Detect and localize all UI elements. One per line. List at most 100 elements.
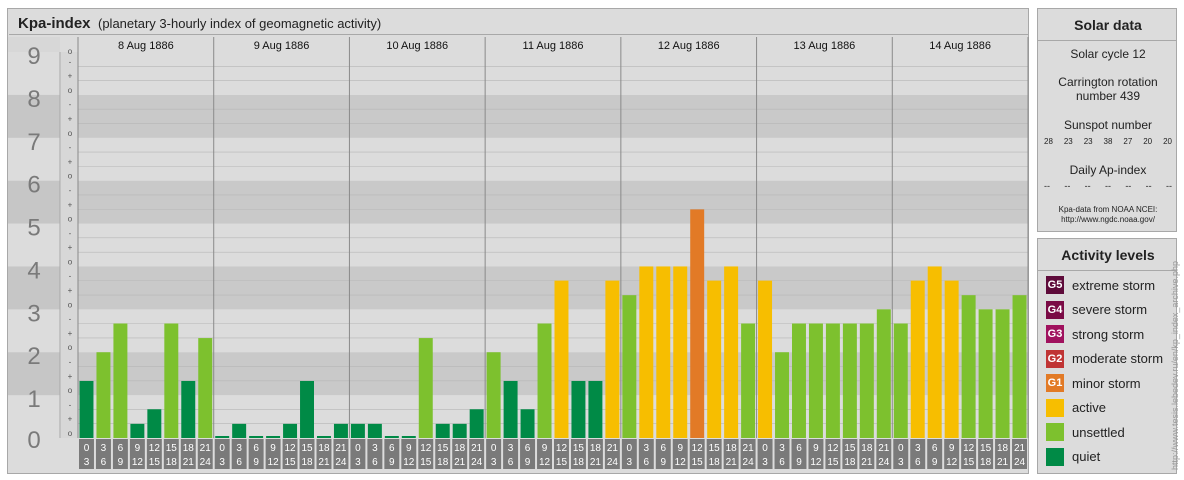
time-cell <box>333 439 349 469</box>
time-start-label: 15 <box>980 443 992 454</box>
time-start-label: 18 <box>454 443 466 454</box>
time-cell <box>163 439 179 469</box>
y-tick-label: 8 <box>27 86 40 113</box>
time-start-label: 9 <box>949 443 955 454</box>
time-end-label: 24 <box>1014 457 1026 468</box>
time-end-label: 9 <box>796 457 802 468</box>
time-start-label: 3 <box>644 443 650 454</box>
chart-title: Kpa-index <box>18 15 91 32</box>
time-cell <box>944 439 960 469</box>
kp-bar <box>859 323 874 438</box>
kp-bar <box>605 280 620 438</box>
solar-cycle: Solar cycle 12 <box>1070 47 1146 61</box>
kp-bar <box>995 309 1010 438</box>
time-cell <box>384 439 400 469</box>
time-start-label: 18 <box>726 443 738 454</box>
sunspot-value: 20 <box>1163 137 1172 146</box>
time-end-label: 12 <box>268 457 280 468</box>
y-subtick-label: + <box>68 415 73 424</box>
chart-header: Kpa-index (planetary 3-hourly index of g… <box>9 9 1028 35</box>
time-cell <box>537 439 552 469</box>
ap-title: Daily Ap-index <box>1069 163 1147 177</box>
time-end-label: 9 <box>118 457 124 468</box>
time-cell <box>621 439 637 469</box>
kp-band <box>78 94 1028 138</box>
legend-label: active <box>1072 400 1106 415</box>
y-subtick-label: - <box>69 57 72 66</box>
day-label: 14 Aug 1886 <box>929 40 991 52</box>
legend-item-unsettled: unsettled <box>1046 422 1125 442</box>
y-axis-band <box>8 352 60 396</box>
kp-bar <box>317 436 331 438</box>
time-cell <box>961 439 977 469</box>
time-end-label: 3 <box>219 457 225 468</box>
y-axis-band <box>8 266 60 310</box>
time-cell <box>655 439 671 469</box>
legend-label: extreme storm <box>1072 277 1156 293</box>
legend-label: quiet <box>1072 449 1101 464</box>
y-subtick-label: - <box>69 100 72 109</box>
watermark: http://www.tesis.lebedev.ru/en/kp_index_… <box>1170 261 1180 470</box>
kp-bar <box>741 323 756 438</box>
time-cell <box>740 439 756 469</box>
time-end-label: 6 <box>236 457 242 468</box>
legend-item-minor-storm: G1 minor storm <box>1046 373 1141 393</box>
kp-bar <box>452 423 467 438</box>
time-end-label: 18 <box>301 457 313 468</box>
y-subtick-label: + <box>68 372 73 381</box>
solar-data-title: Solar data <box>1074 17 1142 33</box>
carrington-number: number 439 <box>1075 89 1141 103</box>
y-subtick-label: - <box>69 143 72 152</box>
y-subtick-label: o <box>68 172 73 181</box>
time-cell <box>672 439 688 469</box>
kp-bar <box>79 380 94 438</box>
legend-swatch: G5 <box>1046 276 1064 294</box>
y-axis-band <box>8 309 60 353</box>
divider <box>1038 40 1176 41</box>
time-cell <box>282 439 298 469</box>
ap-value: -- <box>1084 181 1091 191</box>
time-start-label: 15 <box>437 443 449 454</box>
y-tick-label: 5 <box>27 215 40 242</box>
time-start-label: 15 <box>709 443 721 454</box>
solar-data-panel: Solar data Solar cycle 12 Carrington rot… <box>1037 8 1177 232</box>
y-axis-band <box>8 223 60 267</box>
y-subtick-label: + <box>68 157 73 166</box>
y-subtick-label: o <box>68 300 73 309</box>
time-end-label: 18 <box>709 457 721 468</box>
time-end-label: 3 <box>762 457 768 468</box>
time-start-label: 9 <box>677 443 683 454</box>
time-cell <box>825 439 841 469</box>
time-start-label: 12 <box>827 443 839 454</box>
time-cell <box>774 439 790 469</box>
time-cell <box>995 439 1011 469</box>
time-end-label: 21 <box>726 457 738 468</box>
time-start-label: 6 <box>389 443 395 454</box>
time-cell <box>248 439 264 469</box>
time-cell <box>859 439 875 469</box>
y-tick-label: 2 <box>27 343 40 370</box>
kp-bar <box>266 436 281 438</box>
time-end-label: 24 <box>607 457 619 468</box>
legend-label: moderate storm <box>1072 351 1164 366</box>
time-start-label: 3 <box>236 443 242 454</box>
day-label: 13 Aug 1886 <box>794 40 856 52</box>
ap-value: -- <box>1044 181 1050 191</box>
time-start-label: 3 <box>779 443 785 454</box>
kp-bar <box>673 266 688 438</box>
y-tick-label: 9 <box>27 43 40 70</box>
time-end-label: 9 <box>660 457 666 468</box>
sunspot-value: 23 <box>1083 137 1093 146</box>
time-start-label: 3 <box>915 443 921 454</box>
time-start-label: 0 <box>762 443 768 454</box>
y-subtick-label: + <box>68 329 73 338</box>
kp-band <box>78 266 1028 310</box>
y-axis-band <box>8 137 60 181</box>
ap-value: -- <box>1064 181 1071 191</box>
time-start-label: 18 <box>997 443 1009 454</box>
ap-values: -- -- -- -- -- -- -- <box>1044 181 1172 191</box>
y-subtick-label: o <box>68 86 73 95</box>
kp-bar <box>571 380 586 438</box>
time-start-label: 0 <box>491 443 497 454</box>
time-cell <box>486 439 502 469</box>
